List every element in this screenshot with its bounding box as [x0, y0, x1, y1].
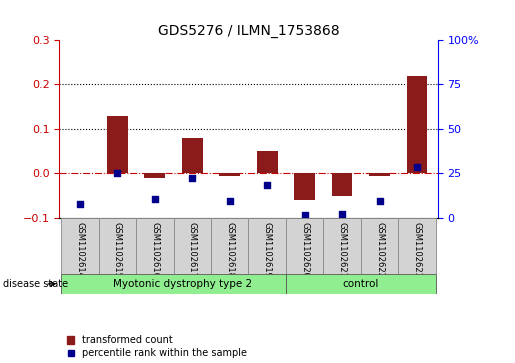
- Bar: [399, 218, 436, 274]
- Point: [113, 170, 122, 176]
- Text: GSM1102621: GSM1102621: [338, 222, 347, 278]
- Point: [413, 164, 421, 170]
- Point: [151, 196, 159, 202]
- Text: Myotonic dystrophy type 2: Myotonic dystrophy type 2: [113, 279, 252, 289]
- Bar: [61, 218, 98, 274]
- Text: GSM1102620: GSM1102620: [300, 222, 309, 278]
- Bar: [107, 115, 128, 173]
- Text: GSM1102616: GSM1102616: [150, 222, 159, 278]
- Point: [301, 212, 309, 218]
- Text: GSM1102622: GSM1102622: [375, 222, 384, 278]
- Bar: [136, 218, 174, 274]
- Bar: [407, 76, 427, 173]
- Text: GSM1102615: GSM1102615: [113, 222, 122, 278]
- Point: [263, 182, 271, 188]
- Text: control: control: [343, 279, 379, 289]
- Bar: [323, 218, 361, 274]
- Bar: [286, 274, 436, 294]
- Point: [338, 211, 346, 217]
- Point: [226, 198, 234, 204]
- Legend: transformed count, percentile rank within the sample: transformed count, percentile rank withi…: [66, 335, 247, 358]
- Bar: [98, 218, 136, 274]
- Point: [188, 175, 196, 181]
- Text: GSM1102614: GSM1102614: [75, 222, 84, 278]
- Bar: [219, 173, 240, 176]
- Bar: [361, 218, 399, 274]
- Bar: [369, 173, 390, 176]
- Bar: [211, 218, 248, 274]
- Bar: [257, 151, 278, 173]
- Bar: [295, 173, 315, 200]
- Bar: [286, 218, 323, 274]
- Title: GDS5276 / ILMN_1753868: GDS5276 / ILMN_1753868: [158, 24, 339, 37]
- Bar: [145, 173, 165, 178]
- Text: GSM1102617: GSM1102617: [188, 222, 197, 278]
- Point: [375, 198, 384, 204]
- Bar: [182, 138, 202, 173]
- Bar: [248, 218, 286, 274]
- Text: GSM1102623: GSM1102623: [413, 222, 422, 278]
- Bar: [174, 218, 211, 274]
- Text: disease state: disease state: [3, 279, 67, 289]
- Point: [76, 201, 84, 207]
- Text: GSM1102619: GSM1102619: [263, 222, 272, 278]
- Bar: [61, 274, 286, 294]
- Text: GSM1102618: GSM1102618: [225, 222, 234, 278]
- Bar: [332, 173, 352, 196]
